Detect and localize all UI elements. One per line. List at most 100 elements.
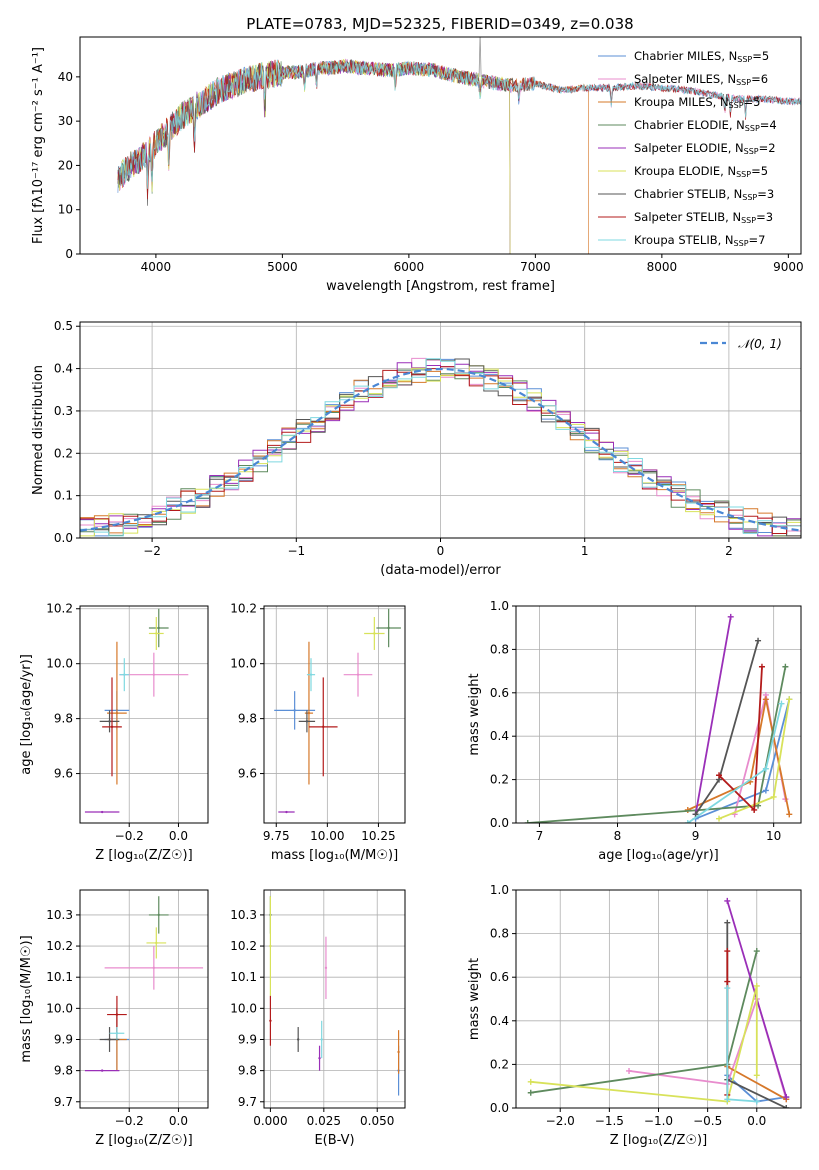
x-tick-label: 5000 [267,260,298,274]
data-point [152,966,156,970]
x-tick-label: 0.025 [307,1114,341,1128]
x-tick-label: 9 [692,829,700,843]
x-tick-label: 6000 [394,260,425,274]
x-tick-label: −0.2 [115,1114,144,1128]
y-tick-label: 10.1 [230,970,257,984]
y-tick-label: 0.3 [54,404,73,418]
y-tick-label: 0.6 [490,970,509,984]
y-tick-label: 0 [65,247,73,261]
axes-frame [263,605,406,824]
x-tick-label: 9000 [773,260,804,274]
weight-marker [783,1105,790,1108]
y-tick-label: 10.0 [46,1001,73,1015]
x-axis-label: Z [log₁₀(Z/Z☉)] [95,1133,192,1148]
y-tick-label: 0.2 [490,1057,509,1071]
legend-label: Kroupa ELODIE, NSSP​=5 [634,164,768,179]
y-tick-label: 0.2 [490,773,509,787]
legend-label: Kroupa STELIB, NSSP​=7 [634,233,765,248]
data-point [152,673,156,676]
y-axis-label: mass [log₁₀(M/M☉)] [19,935,34,1062]
plot-mass-vs-EBV: 0.000 0.025 0.050 9.7 9.8 9.9 10.0 10.1 10.2 10.3… [230,889,406,1148]
y-tick-label: 0.8 [490,927,509,941]
y-tick-label: 10.0 [46,657,73,671]
weight-marker [724,1096,731,1103]
spectrum-line [117,59,801,189]
x-tick-label: −0.2 [115,829,144,843]
weight-marker [724,948,731,955]
y-tick-label: 10.2 [46,939,73,953]
y-tick-label: 10.2 [46,602,73,616]
x-tick-label: 8 [614,829,622,843]
plot-residuals: −2 −1 0 1 2 0.0 0.1 0.2 0.3 0.4 0.5 (data-model)/er… [31,319,802,578]
weight-marker [753,1098,760,1105]
plot-area [269,896,400,1096]
data-point [285,810,288,814]
x-tick-label: 10 [766,829,781,843]
x-tick-label: 0 [437,544,445,558]
weight-marker [770,793,777,800]
x-tick-label: 8000 [647,260,678,274]
data-point [100,810,104,814]
x-tick-label: 4000 [141,260,172,274]
weight-marker [716,772,723,779]
weight-marker [724,919,731,926]
weight-marker [753,1072,760,1079]
spectrum-line [117,58,511,254]
y-tick-label: 20 [58,158,73,172]
y-tick-label: 30 [58,114,73,128]
weight-line [694,640,759,815]
data-point [157,626,160,630]
plot-area [84,896,204,1072]
data-point [108,1038,111,1041]
data-point [307,711,311,715]
x-tick-label: 7 [536,829,544,843]
y-tick-label: 9.8 [54,712,73,726]
data-point [100,1069,104,1072]
legend-label: Salpeter MILES, NSSP​=6 [634,72,768,87]
x-tick-label: −1 [287,544,305,558]
y-axis-label: Normed distribution [31,365,46,495]
y-tick-label: 9.6 [54,767,73,781]
figure-title: PLATE=0783, MJD=52325, FIBERID=0349, z=0… [246,15,633,33]
weight-marker [762,696,769,703]
y-tick-label: 10.0 [230,1001,257,1015]
weight-marker [527,1089,534,1096]
legend-label: 𝒩(0, 1) [738,337,782,351]
x-tick-label: 0.050 [360,1114,394,1128]
weight-line [530,985,758,1103]
plot-area [274,608,401,814]
weight-marker [783,1094,790,1101]
weight-marker [684,820,691,823]
data-point [356,673,360,676]
weight-marker [762,787,769,794]
data-point [110,725,114,729]
y-tick-label: 10.0 [230,657,257,671]
weight-marker [692,811,699,818]
axes-frame [79,605,209,824]
data-point [157,913,160,917]
y-tick-label: 10.3 [230,908,257,922]
x-tick-label: 7000 [520,260,551,274]
weight-line [530,950,758,1094]
y-axis-label: mass weight [467,958,482,1040]
x-tick-label: 2 [725,544,733,558]
weight-marker [778,700,785,707]
y-tick-label: 0.2 [54,446,73,460]
weight-marker [524,820,531,823]
y-tick-label: 0.8 [490,642,509,656]
data-point [318,1056,321,1060]
y-tick-label: 9.8 [238,712,257,726]
x-axis-label: mass [log₁₀(M/M☉)] [271,848,398,863]
x-axis-label: Z [log₁₀(Z/Z☉)] [610,1133,707,1148]
x-tick-label: −2.0 [546,1114,575,1128]
data-point [269,944,272,948]
axes-frame [263,889,406,1109]
data-point [320,1038,323,1041]
weight-line [726,1065,787,1101]
x-tick-label: 0.0 [747,1114,766,1128]
weight-marker [527,1078,534,1085]
x-axis-label: Z [log₁₀(Z/Z☉)] [95,848,192,863]
x-tick-label: −2 [143,544,161,558]
y-tick-label: 0.6 [490,686,509,700]
